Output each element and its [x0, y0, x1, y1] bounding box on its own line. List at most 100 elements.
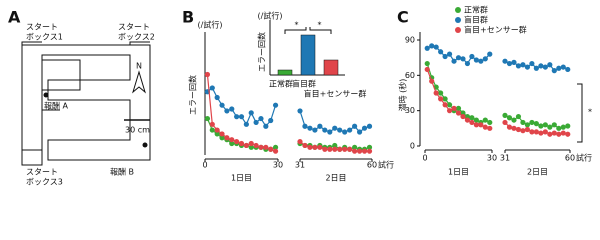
data-point — [533, 121, 539, 127]
data-point — [520, 62, 526, 68]
north-label: N — [136, 62, 142, 71]
data-point — [258, 115, 264, 122]
maze — [21, 44, 151, 161]
data-point — [356, 129, 363, 135]
data-point — [214, 94, 220, 101]
data-point — [234, 138, 240, 145]
maze-inner — [21, 41, 150, 166]
data-point — [455, 55, 462, 61]
data-point — [268, 117, 274, 124]
data-point — [424, 60, 430, 67]
data-point — [515, 113, 522, 120]
data-point — [533, 65, 539, 71]
data-point — [337, 146, 343, 152]
data-point — [229, 106, 235, 112]
data-point — [307, 125, 313, 131]
y-axis-label: エラー回数 — [257, 32, 267, 72]
x-group-label: 2日目 — [325, 174, 346, 183]
data-point — [542, 122, 548, 128]
data-point — [268, 146, 274, 152]
x-tick-label: 60 — [367, 161, 377, 170]
data-point — [455, 110, 462, 116]
y-axis-label: エラー回数 — [188, 75, 198, 115]
data-point — [337, 127, 343, 133]
data-point — [317, 144, 323, 150]
data-point — [253, 119, 259, 126]
data-point — [347, 146, 353, 152]
data-point — [482, 124, 488, 130]
y-axis-label: 潜時 (秒) — [398, 79, 408, 112]
annotation: * — [295, 21, 299, 30]
data-point — [515, 126, 522, 133]
data-point — [243, 142, 249, 149]
y-tick-label: 90 — [405, 36, 415, 45]
data-point — [538, 123, 544, 129]
bar — [277, 69, 293, 76]
significance-bracket — [577, 83, 583, 143]
x-tick-label: 31 — [295, 161, 305, 170]
data-point — [556, 125, 562, 131]
y-tick-label: 60 — [405, 71, 415, 80]
data-point — [366, 144, 373, 150]
start-box-label: ボックス3 — [26, 178, 63, 187]
data-point — [302, 123, 308, 129]
data-point — [322, 127, 328, 133]
data-point — [361, 148, 368, 154]
data-point — [502, 112, 508, 118]
y-tick-label: 0 — [410, 142, 415, 151]
data-point — [429, 43, 435, 49]
data-point — [322, 146, 328, 152]
x-tick-label: 0 — [202, 161, 207, 170]
data-point — [511, 125, 517, 131]
data-point — [219, 102, 225, 108]
start-box-label: ボックス1 — [26, 33, 63, 42]
start-box-label: スタート — [26, 168, 58, 177]
data-point — [478, 58, 484, 64]
data-point — [429, 78, 435, 84]
panel-a: A スタート ボックス1 スタート ボックス2 スタート ボックス3 報酬 A … — [8, 8, 155, 187]
x-group-label: 1日目 — [448, 168, 469, 177]
data-point — [473, 57, 479, 63]
data-point — [366, 123, 373, 129]
data-point — [312, 127, 318, 133]
data-point — [538, 130, 544, 136]
data-point — [524, 122, 531, 128]
data-point — [238, 140, 245, 147]
data-point — [551, 122, 557, 128]
data-point — [342, 146, 348, 152]
data-point — [506, 60, 513, 67]
data-point — [258, 144, 264, 150]
data-point — [469, 115, 475, 121]
x-tick-label: 31 — [500, 154, 510, 163]
legend-marker — [455, 7, 461, 13]
data-point — [524, 126, 531, 133]
data-point — [243, 121, 249, 127]
data-point — [529, 129, 535, 135]
reward-dot — [43, 92, 49, 98]
data-point — [464, 117, 471, 123]
data-point — [511, 59, 517, 65]
reward-label: 報酬 B — [110, 168, 134, 177]
data-point — [547, 62, 553, 68]
data-point — [551, 68, 557, 74]
data-point — [297, 138, 303, 145]
data-point — [204, 71, 211, 78]
x-group-label: 1日目 — [231, 174, 252, 183]
annotation: * — [588, 108, 592, 117]
data-point — [502, 58, 508, 64]
data-point — [469, 53, 475, 60]
figure: A スタート ボックス1 スタート ボックス2 スタート ボックス3 報酬 A … — [8, 5, 592, 187]
data-point — [352, 144, 358, 150]
data-point — [248, 144, 254, 150]
data-point — [560, 64, 566, 70]
data-point — [332, 142, 338, 149]
y-unit: (/試行) — [258, 11, 283, 21]
start-box-label: スタート — [26, 23, 58, 32]
data-point — [438, 96, 444, 102]
north-arrow — [132, 70, 146, 94]
data-point — [332, 125, 338, 131]
panel-label: B — [182, 8, 194, 27]
data-point — [446, 51, 453, 57]
data-point — [442, 53, 448, 60]
data-point — [327, 146, 333, 152]
